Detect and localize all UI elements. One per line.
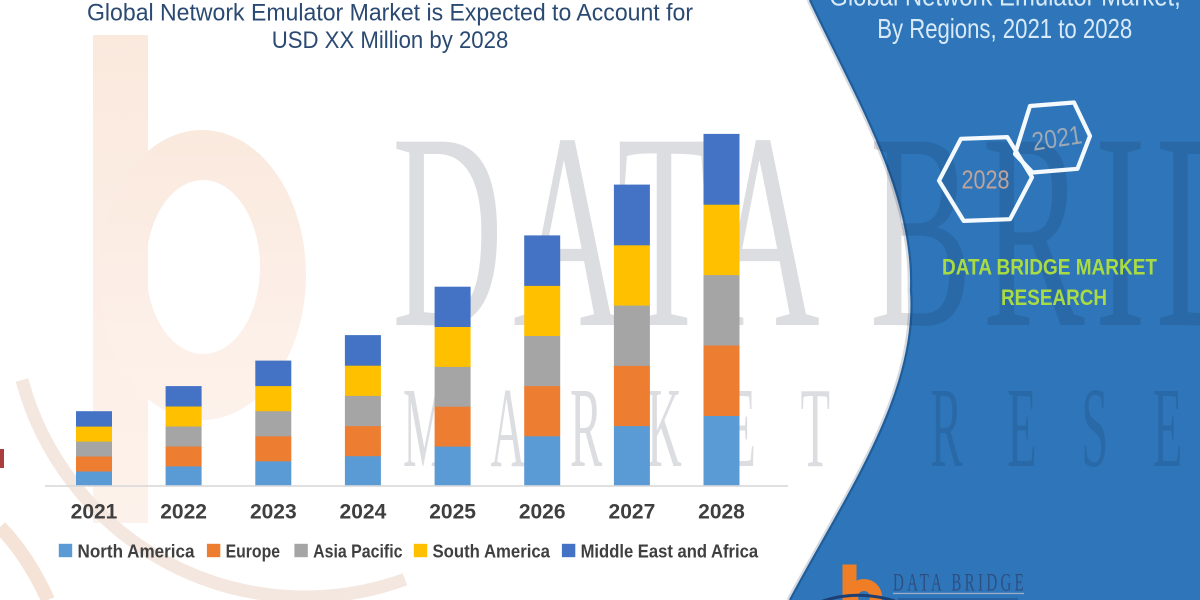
svg-text:By Regions, 2021 to 2028: By Regions, 2021 to 2028 [877,13,1132,44]
svg-text:Asia Pacific: Asia Pacific [313,541,402,562]
svg-text:Global Network Emulator Market: Global Network Emulator Market, [829,0,1181,12]
svg-text:2025: 2025 [429,501,476,524]
svg-text:2028: 2028 [962,165,1010,195]
svg-text:2028: 2028 [698,501,745,524]
svg-text:DATA BRIDGE: DATA BRIDGE [392,76,1200,386]
svg-text:2022: 2022 [160,501,207,524]
svg-text:Middle East and Africa: Middle East and Africa [581,541,759,562]
svg-text:2024: 2024 [340,501,387,524]
svg-text:Global Network Emulator Market: Global Network Emulator Market is Expect… [87,0,693,26]
svg-text:RESEARCH: RESEARCH [1001,285,1107,310]
svg-text:DATA BRIDGE: DATA BRIDGE [893,570,1024,597]
svg-text:2026: 2026 [519,501,566,524]
svg-text:2027: 2027 [609,501,656,524]
svg-text:Europe: Europe [226,541,280,562]
svg-text:South America: South America [433,541,551,562]
svg-text:USD XX Million by 2028: USD XX Million by 2028 [272,27,509,54]
svg-text:North America: North America [78,541,196,562]
svg-text:2023: 2023 [250,501,297,524]
svg-text:2021: 2021 [71,501,118,524]
svg-text:DATA BRIDGE MARKET: DATA BRIDGE MARKET [942,255,1157,280]
